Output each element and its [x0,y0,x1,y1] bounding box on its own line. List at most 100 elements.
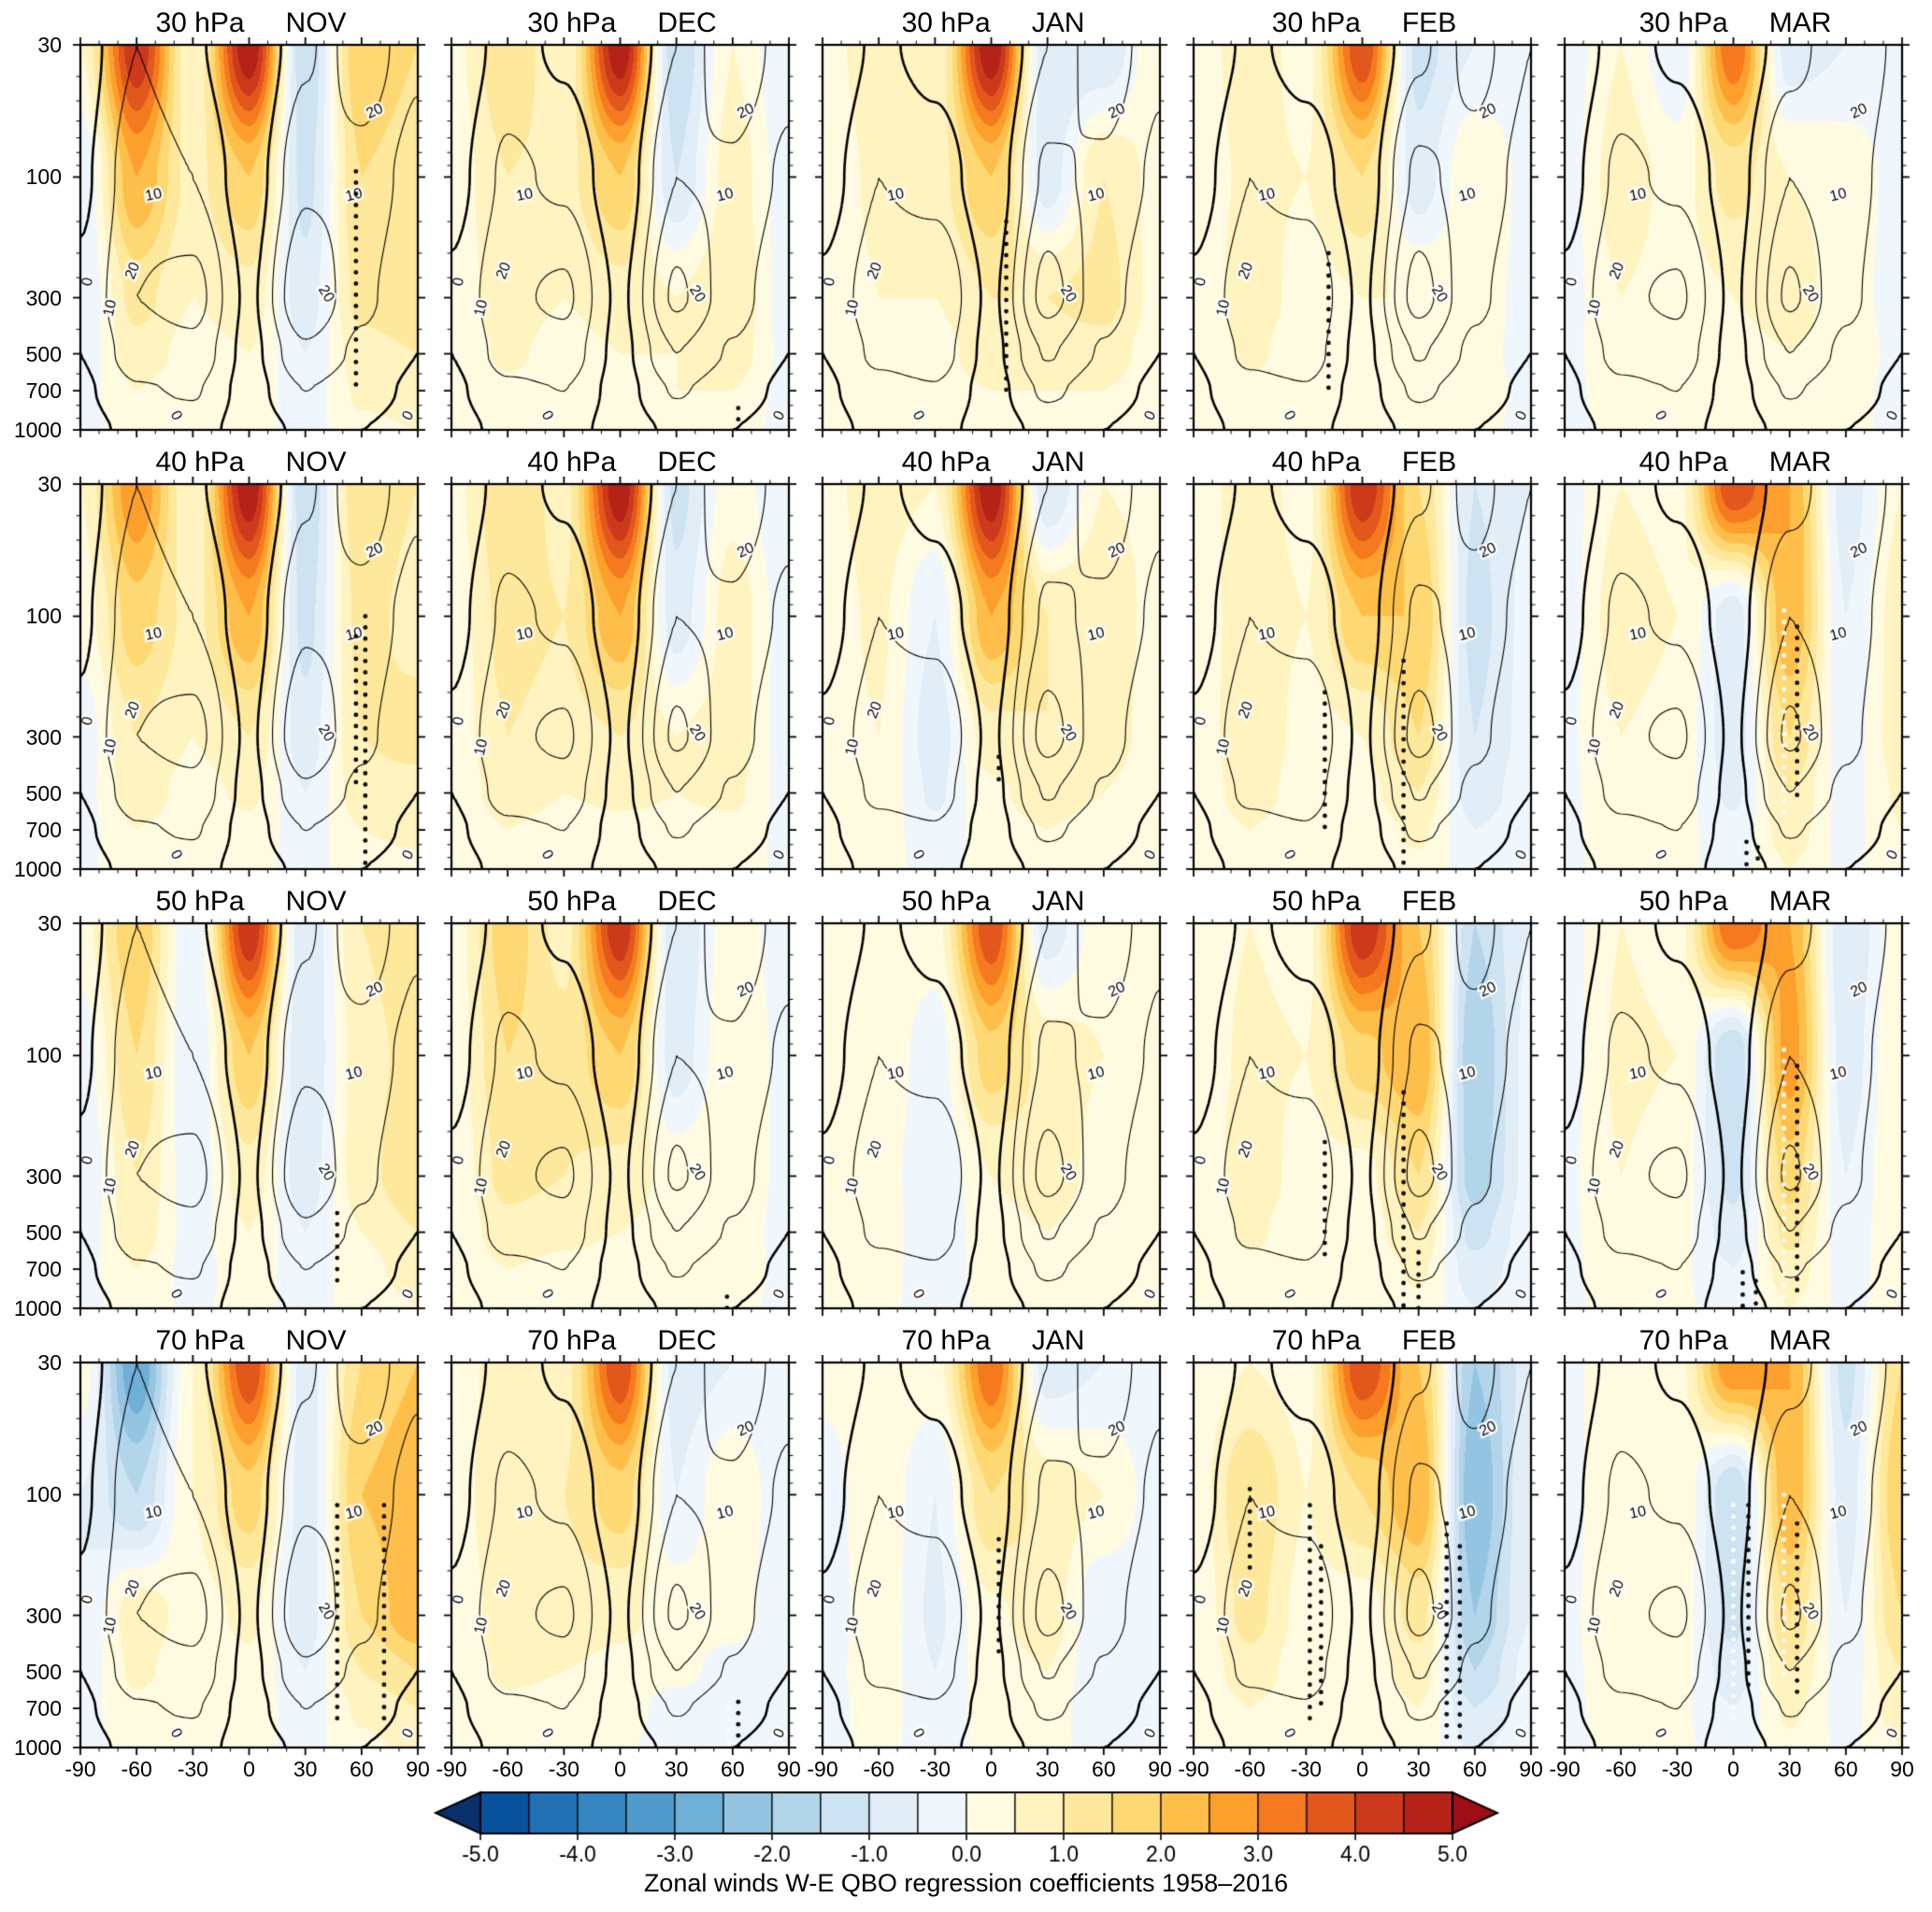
panel-50hPa-NOV: 50 hPa NOV 30 100 300 500 700 1000 [14,882,433,1320]
plot-canvas [440,1355,800,1759]
x-tick-label: 90 [406,1757,430,1781]
panel-title: 40 hPa NOV [69,443,433,477]
plot-canvas [1553,477,1913,880]
plot-canvas [1553,37,1913,441]
panel-level-label: 40 hPa [901,447,991,478]
panel-month-label: FEB [1401,886,1457,917]
panel-title: 30 hPa NOV [69,4,433,37]
panel-level-label: 70 hPa [527,1325,617,1356]
x-tick-label: -90 [1178,1757,1209,1781]
panel-level-label: 30 hPa [155,7,245,38]
colorbar-section: Zonal winds W-E QBO regression coefficie… [0,1787,1932,1898]
plot-canvas [1182,916,1542,1320]
panel-month-label: DEC [657,1325,717,1356]
x-tick-label: 0 [614,1757,626,1781]
panel-month-label: FEB [1401,7,1457,38]
colorbar [414,1787,1518,1867]
y-tick-label: 30 [37,472,62,496]
y-tick-label: 300 [25,285,62,310]
panel-title: 70 hPa FEB [1182,1321,1546,1355]
panel-month-label: JAN [1031,7,1085,38]
panel-50hPa-JAN: 50 hPa JAN [811,882,1175,1320]
panel-level-label: 50 hPa [1271,886,1361,917]
panel-level-label: 40 hPa [1639,447,1728,478]
x-tick-label: 0 [1727,1757,1739,1781]
panel-70hPa-FEB: 70 hPa FEB -90 -60 -30 0 30 60 90 [1178,1321,1546,1780]
y-tick-label: 30 [37,911,62,935]
panel-70hPa-MAR: 70 hPa MAR -90 -60 -30 0 30 60 90 [1549,1321,1917,1780]
x-tick-label: 0 [985,1757,997,1781]
plot-canvas [811,916,1171,1320]
panel-month-label: MAR [1768,886,1832,917]
panel-title: 70 hPa NOV [69,1321,433,1355]
panel-month-label: MAR [1768,1325,1832,1356]
y-tick-label: 500 [25,341,62,366]
x-tick-label: 60 [1834,1757,1858,1781]
panel-month-label: MAR [1768,447,1832,478]
panel-month-label: MAR [1768,7,1832,38]
panel-30hPa-NOV: 30 hPa NOV 30 100 300 500 700 1000 [14,4,433,441]
y-tick-label: 300 [25,724,62,749]
x-tick-label: 30 [293,1757,318,1781]
panel-month-label: DEC [657,7,717,38]
panel-title: 30 hPa DEC [440,4,804,37]
panel-level-label: 40 hPa [527,447,617,478]
panel-level-label: 70 hPa [1639,1325,1728,1356]
panel-month-label: JAN [1031,447,1085,478]
panel-title: 70 hPa MAR [1553,1321,1917,1355]
plot-canvas [1553,1355,1913,1759]
panel-70hPa-NOV: 70 hPa NOV 30 100 300 500 700 1000 -90 -60 -30 0 30 6… [14,1321,433,1780]
panel-title: 50 hPa FEB [1182,882,1546,916]
panel-title: 40 hPa MAR [1553,443,1917,477]
panel-month-label: NOV [285,7,347,38]
plot-canvas [1182,37,1542,441]
plot-canvas [440,37,800,441]
panel-month-label: FEB [1401,447,1457,478]
figure: 30 hPa NOV 30 100 300 500 700 1000 30 hPa DEC 30 h… [0,4,1932,1898]
x-tick-label: 0 [243,1757,255,1781]
panel-month-label: JAN [1031,1325,1085,1356]
panel-level-label: 30 hPa [1271,7,1361,38]
panel-50hPa-MAR: 50 hPa MAR [1553,882,1917,1320]
y-tick-label: 30 [37,1350,62,1375]
panel-grid: 30 hPa NOV 30 100 300 500 700 1000 30 hPa DEC 30 h… [14,4,1932,1780]
panel-month-label: DEC [657,886,717,917]
panel-level-label: 30 hPa [527,7,617,38]
panel-month-label: JAN [1031,886,1085,917]
panel-title: 50 hPa NOV [69,882,433,916]
panel-month-label: DEC [657,447,717,478]
plot-canvas [1182,1355,1542,1759]
y-tick-label: 1000 [13,857,62,881]
plot-canvas [69,477,429,880]
colorbar-caption: Zonal winds W-E QBO regression coefficie… [643,1869,1289,1897]
plot-canvas [440,477,800,880]
y-tick-label: 30 [37,33,62,57]
x-tick-label: 90 [1890,1757,1914,1781]
x-tick-label: 90 [1519,1757,1543,1781]
x-tick-label: 60 [721,1757,745,1781]
panel-50hPa-DEC: 50 hPa DEC [440,882,804,1320]
x-tick-label: 90 [777,1757,801,1781]
x-tick-label: -30 [548,1757,580,1781]
plot-canvas [440,916,800,1320]
y-tick-label: 100 [25,604,62,629]
panel-title: 30 hPa FEB [1182,4,1546,37]
y-tick-label: 100 [25,164,62,190]
panel-title: 70 hPa DEC [440,1321,804,1355]
panel-title: 50 hPa DEC [440,882,804,916]
panel-title: 70 hPa JAN [811,1321,1175,1355]
x-tick-label: 30 [1035,1757,1060,1781]
x-tick-label: 30 [664,1757,689,1781]
x-tick-label: -30 [1290,1757,1322,1781]
panel-level-label: 70 hPa [1271,1325,1361,1356]
panel-title: 50 hPa MAR [1553,882,1917,916]
panel-40hPa-NOV: 40 hPa NOV 30 100 300 500 700 1000 [14,443,433,880]
panel-title: 40 hPa FEB [1182,443,1546,477]
y-tick-label: 500 [25,1220,62,1245]
panel-70hPa-JAN: 70 hPa JAN -90 -60 -30 0 30 60 90 [807,1321,1175,1780]
x-tick-label: -90 [436,1757,467,1781]
panel-40hPa-DEC: 40 hPa DEC [440,443,804,880]
panel-month-label: FEB [1401,1325,1457,1356]
plot-canvas [69,37,429,441]
panel-title: 50 hPa JAN [811,882,1175,916]
